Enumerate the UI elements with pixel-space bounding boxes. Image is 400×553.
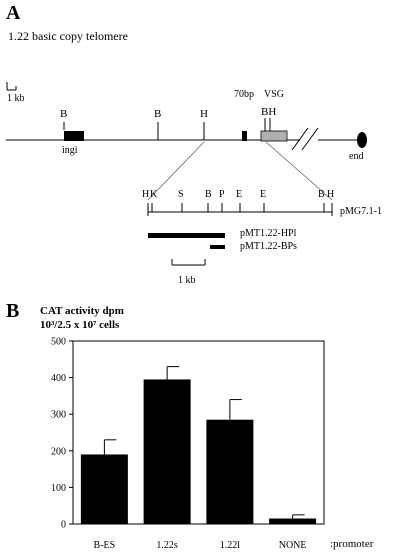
clone-hpl-label: pMT1.22-HPl <box>240 228 297 239</box>
label-vsg: VSG <box>264 89 285 100</box>
break-mark <box>291 127 309 151</box>
site-label-b2: B <box>154 108 162 120</box>
label-end: end <box>349 151 364 162</box>
bar-1-22s <box>143 379 191 524</box>
cat-activity-chart: 0 100 200 300 400 500 B-ES 1.22s 1.22l NONE <box>51 337 325 551</box>
x-tick-label: 1.22l <box>220 540 241 551</box>
inset-site-k: K <box>150 189 158 200</box>
vsg-box <box>260 130 288 142</box>
inset-site-e1: E <box>236 189 243 200</box>
site-label-h1: H <box>200 108 208 120</box>
scale-label-top: 1 kb <box>7 93 25 104</box>
chart-frame <box>72 340 325 525</box>
y-tick-label: 0 <box>61 520 66 531</box>
ingi-box <box>64 131 84 141</box>
y-tick-label: 100 <box>51 483 66 494</box>
x-tick-label: B-ES <box>94 540 116 551</box>
y-tick-label: 200 <box>51 446 66 457</box>
inset-scale-label: 1 kb <box>178 275 196 286</box>
y-axis-label-line1: CAT activity dpm <box>40 305 124 317</box>
inset-site-b2: B <box>318 189 325 200</box>
y-axis-label-line2: 10³/2.5 x 10⁷ cells <box>40 319 120 331</box>
site-label-bh: BH <box>261 106 277 118</box>
inset-site-e2: E <box>260 189 267 200</box>
bar-b-es <box>80 454 128 524</box>
inset-site-b1: B <box>205 189 212 200</box>
inset-site-h2: H <box>327 189 335 200</box>
label-ingi: ingi <box>62 145 78 156</box>
panel-a-title: 1.22 basic copy telomere <box>8 29 128 43</box>
clone-main-label: pMG7.1-1 <box>340 206 382 217</box>
clone-bps-label: pMT1.22-BPs <box>240 241 297 252</box>
clone-hpl-bar <box>148 233 225 238</box>
inset-site-p: P <box>219 189 225 200</box>
inset-site-h1: H <box>142 189 150 200</box>
repeat-70bp-box <box>242 131 247 141</box>
y-tick-label: 300 <box>51 410 66 421</box>
panel-a-letter: A <box>6 2 21 24</box>
label-70bp: 70bp <box>234 89 254 100</box>
x-tick-label: NONE <box>279 540 307 551</box>
y-tick-label: 500 <box>51 337 66 348</box>
telomere-end <box>357 132 367 148</box>
inset-site-s: S <box>178 189 184 200</box>
site-label-b1: B <box>60 108 68 120</box>
y-tick-label: 400 <box>51 373 66 384</box>
x-tick-label: 1.22s <box>156 540 178 551</box>
scale-bar-top <box>6 82 17 91</box>
bar-1-22l <box>206 419 254 524</box>
panel-b-letter: B <box>6 300 20 322</box>
bar-none <box>269 518 317 524</box>
x-axis-suffix: :promoter <box>330 538 374 550</box>
scale-bar-inset <box>171 259 206 266</box>
clone-bps-bar <box>210 245 225 249</box>
